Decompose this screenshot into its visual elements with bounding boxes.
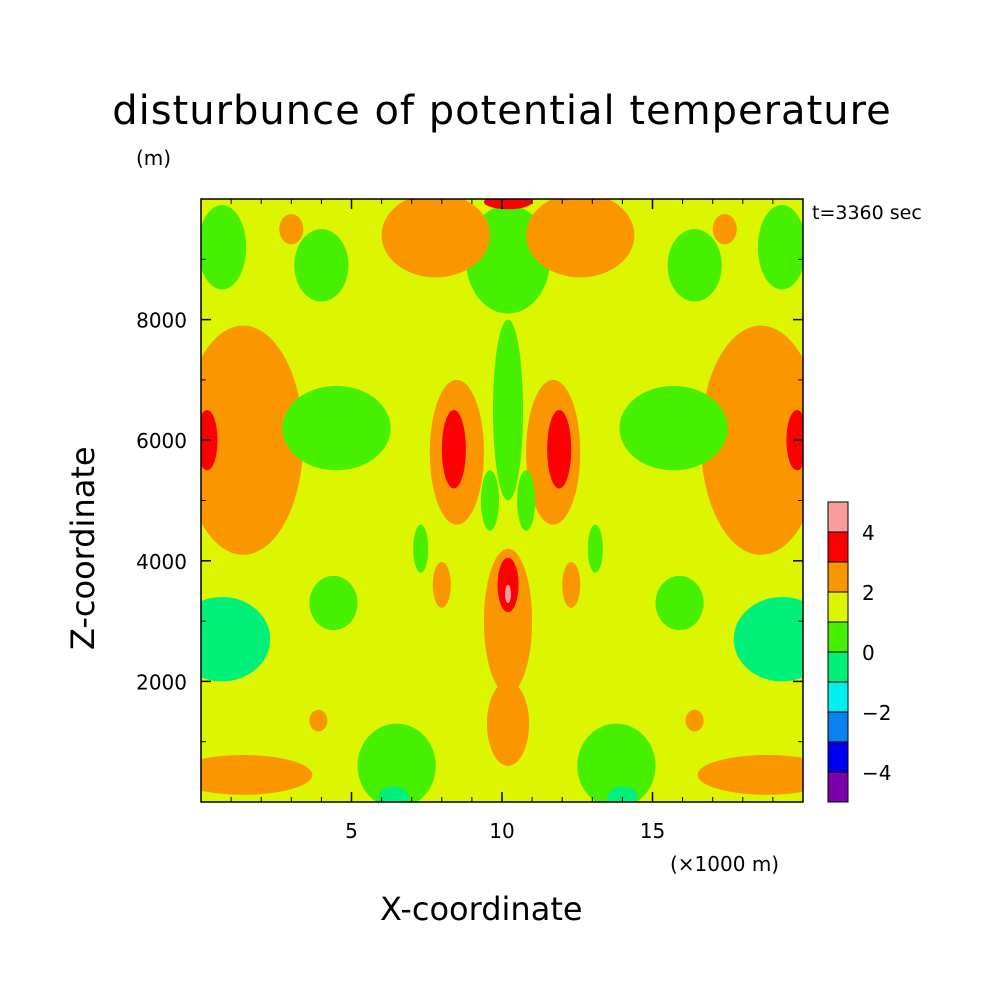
colorbar-bin [827, 591, 849, 623]
contour-region [547, 410, 572, 489]
x-axis-label: X-coordinate [380, 890, 583, 928]
colorbar-bin [827, 561, 849, 593]
contour-region [697, 754, 803, 795]
contour-region [486, 681, 530, 766]
contour-region [432, 562, 451, 608]
contour-region [378, 786, 409, 802]
colorbar-tick-label: 4 [862, 521, 875, 545]
contour-region [587, 524, 603, 573]
colorbar-bin [827, 681, 849, 713]
contour-region [282, 385, 391, 471]
colorbar-bin [827, 711, 849, 743]
contour-region [381, 199, 490, 278]
contour-region [279, 214, 304, 245]
contour-region [607, 786, 638, 802]
contour-region [712, 214, 737, 245]
colorbar-bin [827, 651, 849, 683]
y-tick-label: 6000 [136, 429, 187, 453]
contour-region [441, 410, 466, 489]
contour-region [294, 229, 349, 302]
colorbar-tick-label: 0 [862, 641, 875, 665]
contour-region [526, 199, 635, 278]
contour-region [667, 229, 722, 302]
contour-region [562, 562, 581, 608]
contour-region [700, 325, 803, 555]
contour-region [201, 596, 271, 682]
x-unit-label: (×1000 m) [670, 852, 780, 876]
contour-region [201, 325, 304, 555]
colorbar: −4 −2 0 2 4 [827, 501, 891, 803]
contour-region [757, 205, 803, 290]
time-label: t=3360 sec [812, 202, 922, 224]
y-tick-label: 8000 [136, 309, 187, 333]
contour-region [201, 205, 247, 290]
contour-region [483, 548, 533, 694]
plot-area [201, 199, 803, 802]
contour-region [655, 575, 704, 631]
contour-region [505, 584, 512, 604]
x-tick-label: 10 [489, 819, 514, 843]
colorbar-bin [827, 621, 849, 653]
colorbar-bin [827, 531, 849, 563]
contour-region [492, 319, 524, 501]
contour-region [577, 723, 656, 802]
contour-region [517, 470, 536, 531]
chart-title: disturbunce of potential temperature [112, 88, 892, 134]
contour-region [619, 385, 728, 471]
axes: 5 10 15 2000 4000 6000 8000 [136, 198, 804, 843]
y-tick-label: 2000 [136, 670, 187, 694]
x-tick-label: 5 [345, 819, 358, 843]
colorbar-bin [827, 771, 849, 803]
contour-region [309, 709, 328, 732]
colorbar-tick-label: −2 [862, 701, 891, 725]
contour-region [357, 723, 436, 802]
contour-region [413, 524, 429, 573]
contour-region [483, 199, 533, 210]
contour-region [733, 596, 803, 682]
x-tick-label: 15 [640, 819, 665, 843]
contour-region [685, 709, 704, 732]
units-label: (m) [136, 146, 172, 170]
colorbar-tick-label: 2 [862, 581, 875, 605]
colorbar-tick-label: −4 [862, 761, 891, 785]
contour-region [480, 470, 499, 531]
contour-region [201, 754, 313, 795]
contour-region [497, 557, 519, 613]
colorbar-bin [827, 501, 849, 533]
colorbar-bin [827, 741, 849, 773]
contour-region [309, 575, 358, 631]
y-tick-label: 4000 [136, 550, 187, 574]
